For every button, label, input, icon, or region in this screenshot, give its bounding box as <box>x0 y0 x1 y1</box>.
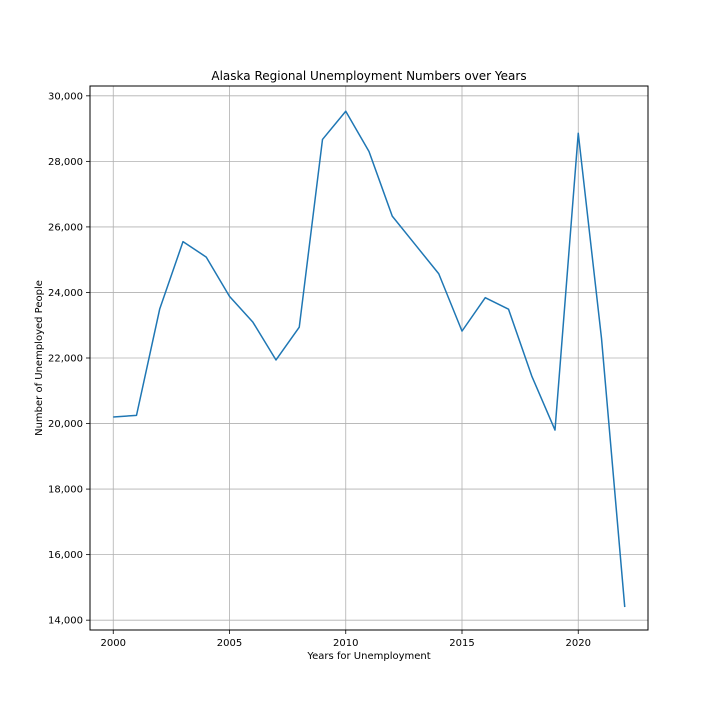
y-axis: 14,000 16,000 18,000 20,000 22,000 24,000 26,0… <box>48 91 90 627</box>
y-axis-label: Number of Unemployed People <box>34 280 45 436</box>
x-tick-label: 2010 <box>333 638 358 649</box>
x-tick-label: 2000 <box>101 638 126 649</box>
chart-title: Alaska Regional Unemployment Numbers ove… <box>211 69 526 83</box>
y-tick-label: 22,000 <box>48 354 83 365</box>
x-tick-label: 2015 <box>449 638 474 649</box>
y-tick-label: 24,000 <box>48 288 83 299</box>
y-tick-label: 18,000 <box>48 485 83 496</box>
grid-lines <box>90 86 648 630</box>
x-axis: 2000 2005 2010 2015 2020 <box>101 630 591 649</box>
y-tick-label: 28,000 <box>48 157 83 168</box>
y-tick-label: 26,000 <box>48 222 83 233</box>
x-tick-label: 2020 <box>566 638 591 649</box>
y-tick-label: 14,000 <box>48 616 83 627</box>
series-group <box>113 110 626 608</box>
y-tick-label: 16,000 <box>48 550 83 561</box>
y-tick-label: 20,000 <box>48 419 83 430</box>
x-axis-label: Years for Unemployment <box>306 651 430 662</box>
y-tick-label: 30,000 <box>48 91 83 102</box>
x-tick-label: 2005 <box>217 638 242 649</box>
